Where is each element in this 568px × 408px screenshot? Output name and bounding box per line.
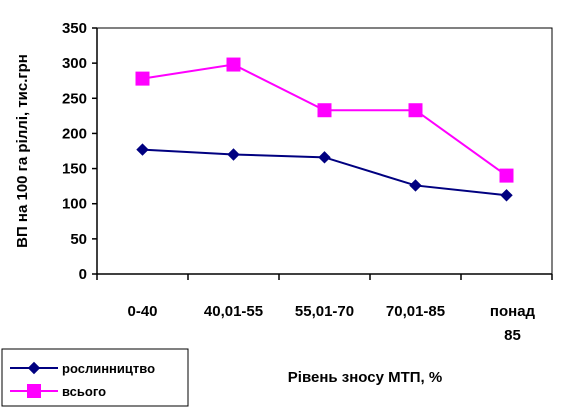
legend-item: всього <box>10 384 106 399</box>
data-point <box>226 57 241 72</box>
data-point <box>135 71 150 86</box>
y-tick-label: 0 <box>79 266 87 283</box>
y-ticks: 0 50 100 150 200 250 300 350 <box>62 20 97 283</box>
y-tick-label: 350 <box>62 20 87 37</box>
x-tick-label: понад <box>490 303 536 320</box>
series-2 <box>135 57 514 183</box>
legend-items: рослинництво всього <box>10 361 155 399</box>
x-tick-label: 85 <box>504 327 521 344</box>
legend-box <box>1 348 189 407</box>
data-point <box>499 168 514 183</box>
y-tick-label: 150 <box>62 161 87 178</box>
data-point <box>409 179 422 192</box>
y-tick-label: 300 <box>62 55 87 72</box>
legend-label: всього <box>62 384 106 399</box>
data-point <box>227 148 240 161</box>
x-axis-title: Рівень зносу МТП, % <box>288 369 442 386</box>
y-axis-title: ВП на 100 га ріллі, тис.грн <box>14 54 31 248</box>
data-point <box>318 151 331 164</box>
data-point <box>408 103 423 118</box>
legend-marker <box>27 361 41 375</box>
data-point <box>317 103 332 118</box>
data-point <box>136 143 149 156</box>
legend: рослинництво всього <box>1 348 189 407</box>
y-tick-label: 200 <box>62 125 87 142</box>
y-tick-label: 100 <box>62 196 87 213</box>
x-tick-label: 40,01-55 <box>204 303 263 320</box>
series-1 <box>136 143 513 202</box>
legend-item: рослинництво <box>10 361 155 376</box>
x-tick-label: 0-40 <box>127 303 157 320</box>
x-ticks: 0-40 40,01-55 55,01-70 70,01-85 понад 85 <box>96 274 553 344</box>
series-layer <box>135 57 514 202</box>
y-tick-label: 250 <box>62 90 87 107</box>
legend-label: рослинництво <box>62 361 155 376</box>
y-tick-label: 50 <box>70 231 87 248</box>
x-tick-label: 70,01-85 <box>386 303 445 320</box>
legend-marker <box>27 384 41 398</box>
data-point <box>500 189 513 202</box>
x-tick-label: 55,01-70 <box>295 303 354 320</box>
